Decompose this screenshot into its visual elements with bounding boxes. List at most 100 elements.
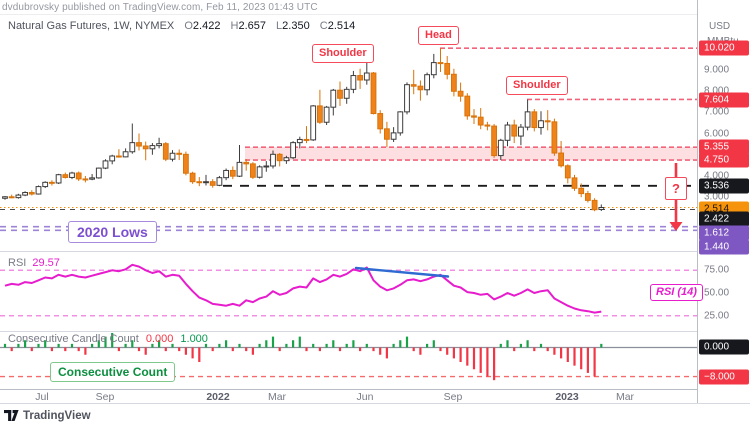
rsi-scale-label: 50.00: [704, 287, 730, 299]
candle-body: [122, 151, 129, 158]
candle-body: [263, 165, 270, 168]
price-level-label: 1.612: [699, 225, 749, 241]
head-label[interactable]: Head: [418, 26, 459, 45]
rsi-pane-header[interactable]: RSI 29.57: [8, 257, 60, 269]
candle-body: [397, 111, 404, 134]
candle-body: [417, 85, 424, 91]
candle-body: [55, 174, 62, 184]
candle-body: [310, 105, 317, 141]
candle-body: [169, 152, 176, 160]
candle-body: [363, 72, 370, 81]
right-shoulder-label[interactable]: Shoulder: [506, 76, 568, 95]
candle-body: [183, 153, 189, 174]
price-level-label: 5.355: [699, 139, 749, 155]
price-scale-label: 3.000: [704, 191, 730, 203]
candle-body: [578, 187, 585, 195]
rsi-scale-label: 75.00: [704, 264, 730, 276]
candle-body: [296, 138, 303, 144]
candle-body: [477, 116, 484, 126]
supply-zone: [245, 147, 697, 161]
candle-body: [89, 177, 95, 180]
candle-body: [256, 166, 263, 178]
symbol-legend[interactable]: Natural Gas Futures, 1W, NYMEX O2.422 H2…: [8, 20, 355, 32]
rsi-line: [4, 263, 602, 314]
axis-unit-currency: USD: [709, 21, 731, 32]
consec-pane-header[interactable]: Consecutive Candle Count 0.000 1.000: [8, 333, 208, 345]
candle-body: [357, 75, 364, 81]
candle-body: [497, 139, 504, 157]
ohlc-open-key: O: [184, 20, 193, 32]
candle-body: [49, 181, 55, 184]
candle-body: [451, 73, 457, 92]
price-level-label: 10.020: [699, 40, 749, 56]
candle-body: [531, 111, 538, 129]
candle-body: [196, 181, 203, 184]
question-mark-label[interactable]: ?: [665, 177, 687, 200]
publish-watermark: dvdubrovsky published on TradingView.com…: [2, 2, 318, 13]
candle-body: [62, 174, 69, 178]
candle-body: [444, 62, 451, 75]
time-axis-label: Sep: [95, 391, 115, 403]
candle-body: [22, 192, 29, 196]
candle-body: [69, 172, 75, 178]
candle-body: [28, 192, 35, 195]
consecutive-count-tag[interactable]: Consecutive Count: [50, 362, 176, 382]
price-level-label: 3.536: [699, 178, 749, 194]
candle-body: [558, 152, 565, 167]
consec-level-label: −8.000: [699, 369, 749, 385]
candle-body: [290, 142, 297, 159]
candle-body: [430, 62, 437, 76]
ohlc-high-value: 2.657: [238, 20, 266, 32]
projection-arrow-head: [669, 222, 683, 231]
candle-body: [35, 186, 42, 195]
candle-body: [437, 62, 444, 65]
candle-body: [323, 106, 330, 123]
rsi-scale-label: 25.00: [704, 310, 730, 322]
ohlc-close-key: C: [319, 20, 328, 32]
candle-body: [42, 181, 49, 188]
left-shoulder-label[interactable]: Shoulder: [312, 44, 374, 63]
candle-body: [337, 89, 343, 99]
rsi-value: 29.57: [32, 257, 60, 269]
candle-body: [15, 194, 22, 199]
candle-body: [484, 124, 491, 127]
candle-body: [95, 167, 102, 179]
candle-body: [464, 95, 471, 117]
consec-title: Consecutive Candle Count: [8, 333, 139, 345]
candle-body: [109, 155, 116, 162]
rsi-title: RSI: [8, 257, 27, 269]
ohlc-low-key: L: [276, 20, 283, 32]
candle-body: [209, 181, 216, 186]
2020-lows-label[interactable]: 2020 Lows: [68, 221, 157, 243]
candle-body: [317, 105, 323, 123]
candle-body: [491, 125, 498, 157]
candle-body: [136, 142, 142, 147]
candle-body: [571, 177, 578, 189]
candle-body: [82, 178, 89, 181]
time-axis-label: 2023: [555, 391, 579, 403]
candle-body: [384, 128, 390, 140]
price-axis[interactable]: USD MMBtu 9.0008.0007.0006.0004.0003.000…: [697, 0, 750, 403]
candle-body: [551, 121, 558, 154]
consec-level-label: 0.000: [699, 339, 749, 355]
price-level-label: 7.604: [699, 92, 749, 108]
candle-body: [276, 153, 283, 162]
candle-body: [390, 132, 397, 140]
ohlc-close-value: 2.514: [327, 20, 356, 32]
ohlc-open-value: 2.422: [192, 20, 221, 32]
time-axis-label: Jul: [35, 391, 49, 403]
time-axis-label: 2022: [206, 391, 230, 403]
price-scale-label: 9.000: [704, 64, 730, 76]
tradingview-brand[interactable]: TradingView: [4, 409, 91, 422]
tradingview-brand-text: TradingView: [23, 409, 91, 422]
candle-body: [142, 145, 149, 150]
candle-body: [410, 84, 417, 87]
candle-body: [591, 199, 598, 211]
candle-body: [223, 169, 229, 179]
time-axis[interactable]: Jul Sep 2022 Mar Jun Sep 2023 Mar: [0, 390, 750, 404]
rsi-14-tag[interactable]: RSI (14): [650, 284, 703, 301]
candle-body: [243, 161, 250, 165]
candle-body: [404, 84, 410, 113]
